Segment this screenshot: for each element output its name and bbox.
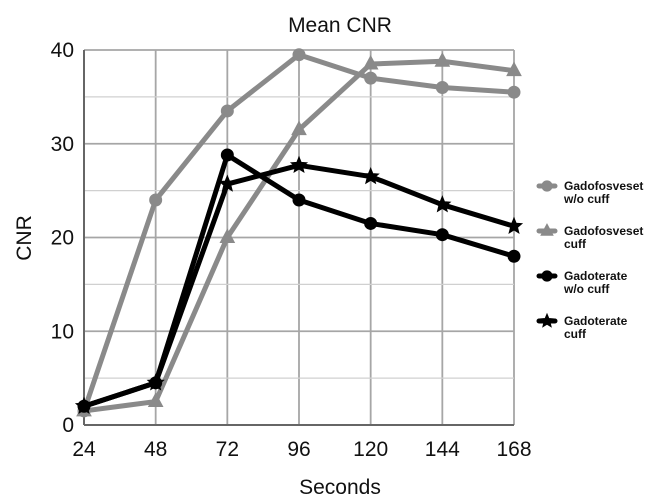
legend-label-line: Gadoterate <box>564 314 628 328</box>
data-point <box>219 228 236 243</box>
data-point <box>504 216 524 234</box>
y-axis-title: CNR <box>13 215 36 261</box>
legend-label-line: cuff <box>564 327 587 341</box>
y-tick-label: 30 <box>51 133 74 156</box>
legend-label-line: Gadoterate <box>564 269 628 283</box>
series-group <box>74 48 524 418</box>
legend-label-line: cuff <box>564 237 587 251</box>
legend-marker <box>539 312 555 328</box>
legend-marker <box>541 270 553 282</box>
data-point <box>74 396 94 414</box>
y-tick-label: 40 <box>51 39 74 62</box>
data-point <box>220 148 234 162</box>
data-point <box>361 167 380 185</box>
legend-label-line: Gadofosveset <box>564 224 643 238</box>
data-point <box>218 174 237 192</box>
y-tick-label: 10 <box>51 320 74 343</box>
chart-title: Mean CNR <box>288 14 392 37</box>
data-point <box>220 104 234 118</box>
y-tick-label: 0 <box>62 414 74 437</box>
legend-marker <box>541 180 553 192</box>
data-point <box>434 52 451 67</box>
x-tick-label: 96 <box>287 438 310 461</box>
data-point <box>292 193 306 207</box>
data-point <box>146 373 165 391</box>
data-point <box>147 392 164 408</box>
data-point <box>149 193 163 207</box>
x-axis-title: Seconds <box>299 476 381 499</box>
data-point <box>506 61 522 77</box>
series-4 <box>74 155 524 414</box>
data-point <box>364 71 378 85</box>
axes <box>83 50 514 426</box>
x-tick-label: 24 <box>72 438 96 461</box>
data-point <box>364 216 378 230</box>
data-point <box>433 195 452 213</box>
data-point <box>292 48 306 62</box>
legend-label-line: Gadofosveset <box>564 179 643 193</box>
data-point <box>507 249 521 263</box>
x-tick-label: 144 <box>425 438 460 461</box>
data-point <box>362 54 379 70</box>
data-point <box>435 228 449 242</box>
data-point <box>289 155 309 174</box>
data-point <box>507 85 521 99</box>
legend-marker <box>540 223 554 236</box>
x-tick-label: 120 <box>353 438 388 461</box>
data-point <box>291 120 307 136</box>
y-tick-label: 20 <box>51 227 74 250</box>
x-tick-label: 48 <box>144 438 167 461</box>
legend-label-line: w/o cuff <box>563 282 610 296</box>
data-point <box>435 81 449 94</box>
x-tick-label: 72 <box>216 438 239 461</box>
legend-label-line: w/o cuff <box>563 192 610 206</box>
x-tick-label: 168 <box>496 438 531 461</box>
tick-labels: 0 10 20 30 40 24 48 72 96 120 144 168 <box>51 39 532 461</box>
